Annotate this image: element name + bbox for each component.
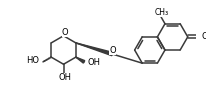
Text: O: O [109,46,115,55]
Polygon shape [75,57,84,63]
Polygon shape [75,43,112,56]
Text: O: O [61,28,68,37]
Text: HO: HO [26,56,39,65]
Text: OH: OH [59,73,71,82]
Text: CH₃: CH₃ [153,8,167,17]
Text: O: O [201,32,206,41]
Text: OH: OH [87,58,100,67]
